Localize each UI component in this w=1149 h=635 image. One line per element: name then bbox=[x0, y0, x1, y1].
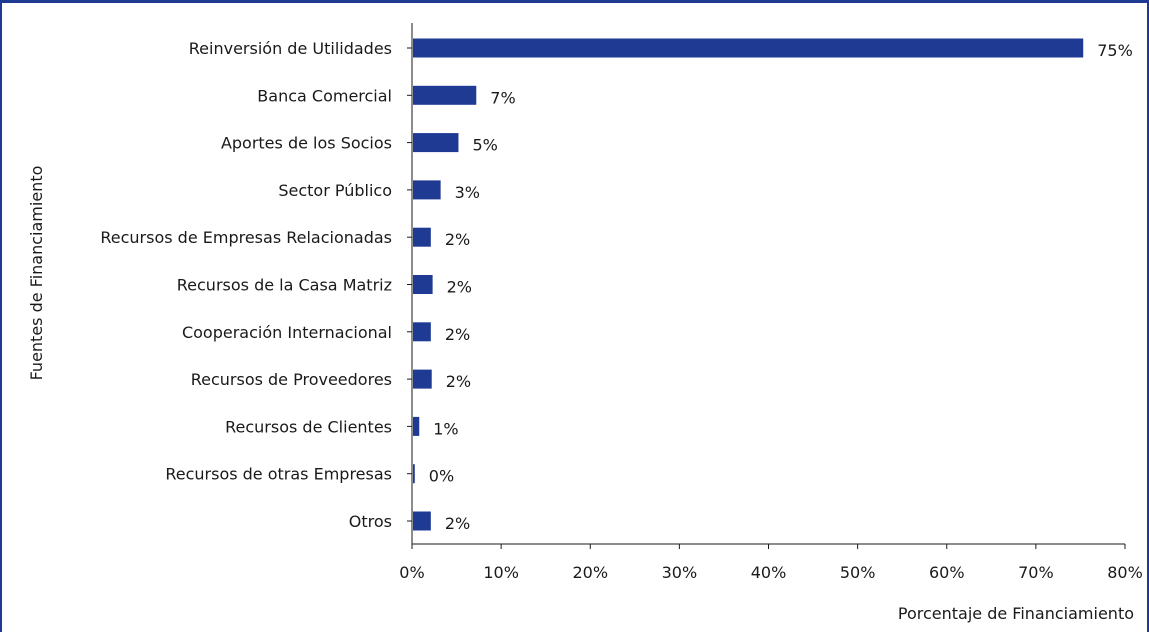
value-label-9: 0% bbox=[429, 467, 454, 486]
category-label-0: Reinversión de Utilidades bbox=[189, 39, 392, 58]
bars-group bbox=[407, 38, 1084, 531]
value-label-3: 3% bbox=[455, 183, 480, 202]
value-label-5: 2% bbox=[447, 278, 472, 297]
value-label-10: 2% bbox=[445, 514, 470, 533]
x-tick-label-0: 0% bbox=[399, 563, 424, 582]
x-tick-label-8: 80% bbox=[1107, 563, 1143, 582]
value-label-0: 75% bbox=[1097, 41, 1133, 60]
category-label-9: Recursos de otras Empresas bbox=[165, 465, 392, 484]
value-label-4: 2% bbox=[445, 230, 470, 249]
category-label-4: Recursos de Empresas Relacionadas bbox=[100, 228, 392, 247]
value-label-8: 1% bbox=[433, 419, 458, 438]
category-label-10: Otros bbox=[349, 512, 392, 531]
chart-axes bbox=[411, 23, 1125, 545]
bar-chart: Reinversión de Utilidades Banca Comercial… bbox=[27, 23, 1143, 623]
x-tick-label-3: 30% bbox=[662, 563, 698, 582]
x-tick-label-7: 70% bbox=[1018, 563, 1054, 582]
bar-9 bbox=[413, 464, 415, 484]
value-label-7: 2% bbox=[446, 372, 471, 391]
category-label-8: Recursos de Clientes bbox=[225, 417, 392, 436]
x-tick-label-5: 50% bbox=[840, 563, 876, 582]
y-axis-title: Fuentes de Financiamiento bbox=[27, 166, 46, 381]
category-label-1: Banca Comercial bbox=[257, 86, 392, 105]
bar-7 bbox=[413, 369, 432, 389]
category-label-7: Recursos de Proveedores bbox=[191, 370, 392, 389]
x-tick-label-1: 10% bbox=[483, 563, 519, 582]
bar-1 bbox=[413, 85, 477, 105]
bar-2 bbox=[413, 133, 459, 153]
category-labels: Reinversión de Utilidades Banca Comercial… bbox=[100, 39, 392, 531]
value-labels: 75% 7% 5% 3% 2% 2% 2% 2% 1% 0% 2% bbox=[429, 41, 1133, 533]
bar-3 bbox=[413, 180, 441, 200]
bar-10 bbox=[413, 511, 431, 531]
x-tick-labels: 0% 10% 20% 30% 40% 50% 60% 70% 80% bbox=[399, 544, 1143, 582]
category-label-6: Cooperación Internacional bbox=[182, 323, 392, 342]
bar-6 bbox=[413, 322, 431, 342]
category-label-5: Recursos de la Casa Matriz bbox=[177, 276, 392, 295]
x-axis-title: Porcentaje de Financiamiento bbox=[898, 604, 1134, 623]
x-tick-label-2: 20% bbox=[572, 563, 608, 582]
value-label-6: 2% bbox=[445, 325, 470, 344]
bar-0 bbox=[413, 38, 1084, 58]
bar-4 bbox=[413, 227, 431, 247]
bar-5 bbox=[413, 275, 433, 294]
x-tick-label-6: 60% bbox=[929, 563, 965, 582]
category-label-2: Aportes de los Socios bbox=[221, 134, 392, 153]
category-label-3: Sector Público bbox=[278, 181, 392, 200]
value-label-1: 7% bbox=[490, 88, 515, 107]
value-label-2: 5% bbox=[472, 136, 497, 155]
bar-8 bbox=[413, 416, 420, 436]
x-tick-label-4: 40% bbox=[751, 563, 787, 582]
